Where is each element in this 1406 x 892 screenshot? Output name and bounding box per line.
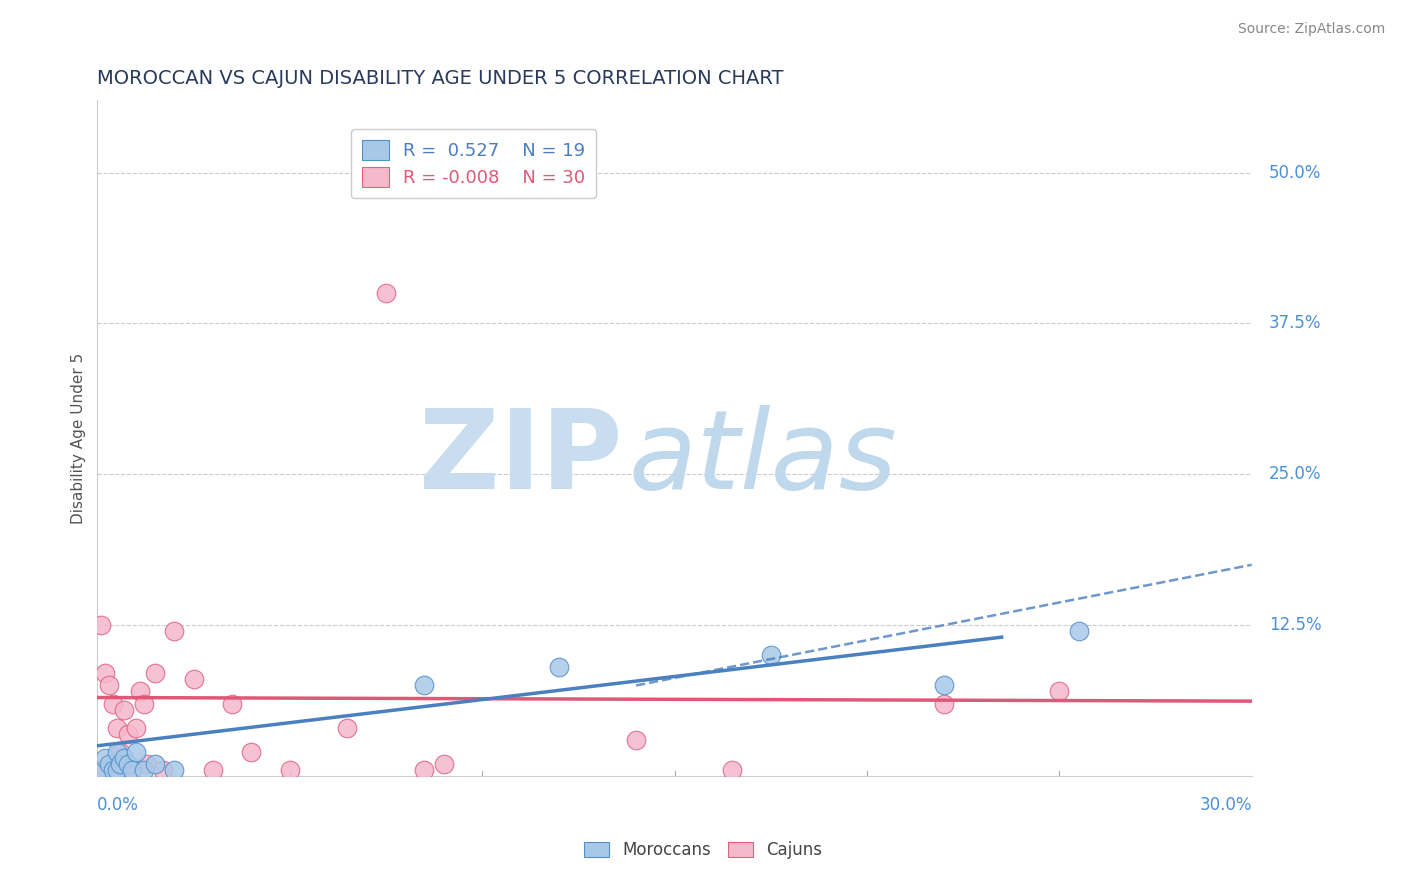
Text: MOROCCAN VS CAJUN DISABILITY AGE UNDER 5 CORRELATION CHART: MOROCCAN VS CAJUN DISABILITY AGE UNDER 5… bbox=[97, 69, 785, 87]
Point bbox=[548, 660, 571, 674]
Point bbox=[90, 763, 112, 777]
Point bbox=[105, 745, 128, 759]
Point bbox=[136, 756, 159, 771]
Point bbox=[932, 678, 955, 692]
Text: Source: ZipAtlas.com: Source: ZipAtlas.com bbox=[1237, 22, 1385, 37]
Point bbox=[721, 763, 744, 777]
Text: 12.5%: 12.5% bbox=[1270, 616, 1322, 634]
Point bbox=[413, 678, 436, 692]
Point bbox=[90, 618, 112, 632]
Point bbox=[105, 721, 128, 735]
Y-axis label: Disability Age Under 5: Disability Age Under 5 bbox=[72, 352, 86, 524]
Point bbox=[624, 732, 647, 747]
Legend: R =  0.527    N = 19, R = -0.008    N = 30: R = 0.527 N = 19, R = -0.008 N = 30 bbox=[352, 129, 596, 198]
Point bbox=[759, 648, 782, 663]
Point bbox=[110, 756, 132, 771]
Point bbox=[97, 756, 120, 771]
Point bbox=[240, 745, 263, 759]
Point bbox=[94, 751, 117, 765]
Point bbox=[105, 763, 128, 777]
Point bbox=[97, 678, 120, 692]
Point bbox=[152, 763, 174, 777]
Point bbox=[94, 666, 117, 681]
Point bbox=[125, 721, 148, 735]
Text: 25.0%: 25.0% bbox=[1270, 466, 1322, 483]
Point bbox=[374, 286, 396, 301]
Text: ZIP: ZIP bbox=[419, 405, 623, 512]
Text: 50.0%: 50.0% bbox=[1270, 163, 1322, 182]
Text: 0.0%: 0.0% bbox=[97, 797, 139, 814]
Point bbox=[112, 751, 135, 765]
Point bbox=[117, 756, 139, 771]
Point bbox=[1047, 684, 1070, 698]
Point bbox=[201, 763, 224, 777]
Point bbox=[125, 745, 148, 759]
Text: 37.5%: 37.5% bbox=[1270, 315, 1322, 333]
Point bbox=[143, 756, 166, 771]
Point bbox=[221, 697, 243, 711]
Point bbox=[433, 756, 456, 771]
Point bbox=[183, 673, 205, 687]
Point bbox=[163, 624, 186, 639]
Point bbox=[1067, 624, 1090, 639]
Text: 30.0%: 30.0% bbox=[1199, 797, 1251, 814]
Point bbox=[143, 666, 166, 681]
Point bbox=[121, 763, 143, 777]
Point bbox=[90, 763, 112, 777]
Text: atlas: atlas bbox=[628, 405, 897, 512]
Point bbox=[101, 697, 124, 711]
Point bbox=[132, 763, 155, 777]
Point bbox=[336, 721, 359, 735]
Legend: Moroccans, Cajuns: Moroccans, Cajuns bbox=[578, 835, 828, 866]
Point bbox=[128, 684, 150, 698]
Point bbox=[413, 763, 436, 777]
Point bbox=[932, 697, 955, 711]
Point bbox=[278, 763, 301, 777]
Point bbox=[101, 763, 124, 777]
Point bbox=[117, 727, 139, 741]
Point bbox=[132, 697, 155, 711]
Point bbox=[110, 745, 132, 759]
Point bbox=[112, 702, 135, 716]
Point bbox=[121, 763, 143, 777]
Point bbox=[163, 763, 186, 777]
